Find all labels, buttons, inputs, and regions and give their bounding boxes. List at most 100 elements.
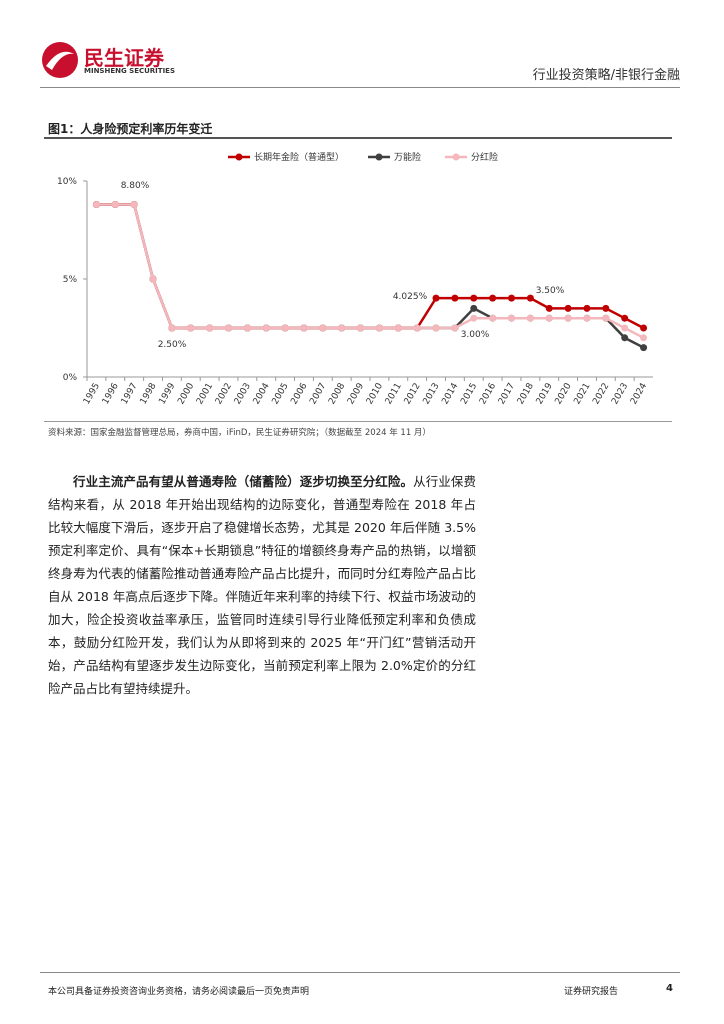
x-tick-label: 2013	[422, 382, 442, 407]
point	[470, 314, 478, 322]
report-type: 证券研究报告	[564, 987, 619, 997]
point	[149, 275, 157, 283]
y-tick-label: 5%	[63, 275, 78, 285]
legend-label: 分红险	[471, 151, 498, 163]
x-tick-label: 2001	[195, 382, 215, 407]
point	[602, 304, 610, 312]
point	[602, 314, 610, 322]
x-tick-label: 2017	[497, 382, 517, 407]
x-tick-label: 2022	[591, 382, 611, 407]
legend-label: 万能险	[394, 151, 421, 163]
x-tick-label: 2019	[535, 381, 555, 406]
point	[375, 324, 383, 332]
point	[338, 324, 346, 332]
x-tick-label: 2016	[478, 381, 498, 406]
page-number: 4	[666, 983, 673, 994]
x-tick-label: 2007	[308, 382, 328, 407]
point	[621, 334, 629, 342]
point	[621, 324, 629, 332]
chart: 0%5%10%199519961997199819992000200120022…	[57, 151, 653, 407]
point	[508, 314, 515, 322]
point	[545, 304, 553, 312]
x-tick-label: 2000	[176, 381, 196, 406]
source: 资料来源：国家金融监督管理总局，券商中国，iFinD，民生证券研究院；（数据截至…	[48, 428, 431, 438]
annotation: 8.80%	[121, 181, 150, 191]
logo	[42, 42, 78, 78]
x-tick-label: 1999	[157, 381, 177, 406]
point	[187, 324, 195, 332]
series-line	[96, 203, 645, 339]
point	[564, 304, 572, 312]
point	[281, 324, 289, 332]
disclaimer: 本公司具备证券投资咨询业务资格，请务必阅读最后一页免责声明	[48, 987, 310, 997]
x-tick-label: 2015	[459, 382, 479, 407]
point	[583, 314, 591, 322]
x-tick-label: 2018	[516, 381, 536, 406]
legend-label: 长期年金险（普通型）	[254, 151, 344, 163]
point	[526, 314, 534, 322]
point	[489, 314, 497, 322]
x-tick-label: 1997	[120, 382, 140, 407]
brand-en: MINSHENG SECURITIES	[84, 67, 175, 75]
point	[92, 201, 100, 209]
x-tick-label: 2009	[346, 381, 366, 406]
point	[470, 304, 478, 312]
y-tick-label: 10%	[57, 177, 77, 187]
point	[583, 304, 591, 312]
point	[262, 324, 270, 332]
series-line	[96, 203, 645, 330]
point	[130, 201, 138, 209]
paragraph: 行业主流产品有望从普通寿险（储蓄险）逐步切换至分红险。从行业保费结构来看，从 2…	[48, 470, 476, 700]
point	[508, 294, 515, 302]
x-tick-label: 1996	[101, 381, 121, 406]
x-tick-label: 2014	[440, 381, 460, 406]
point	[319, 324, 327, 332]
annotation: 3.00%	[461, 330, 490, 340]
x-tick-label: 2023	[610, 382, 630, 407]
footer-rule	[40, 972, 680, 973]
x-tick-label: 2010	[365, 381, 385, 406]
x-tick-label: 2020	[554, 381, 574, 406]
point	[413, 324, 421, 332]
series-line	[96, 203, 645, 349]
point	[621, 314, 629, 322]
point	[168, 324, 176, 332]
x-tick-label: 2002	[214, 382, 234, 407]
x-tick-label: 2021	[572, 382, 592, 407]
point	[526, 294, 534, 302]
section: 行业投资策略/非银行金融	[532, 68, 680, 83]
point	[545, 314, 553, 322]
header-rule	[40, 87, 680, 88]
point	[451, 294, 459, 302]
point	[300, 324, 308, 332]
x-tick-label: 2008	[327, 381, 347, 406]
point	[357, 324, 365, 332]
point	[470, 294, 478, 302]
annotation: 3.50%	[536, 286, 565, 296]
brand: 民生证券	[84, 46, 164, 70]
legend-marker	[452, 153, 460, 161]
figure-title: 图1：人身险预定利率历年变迁	[48, 122, 213, 136]
point	[489, 294, 497, 302]
x-tick-label: 2005	[271, 382, 291, 407]
point	[243, 324, 251, 332]
body-text: 从行业保费结构来看，从 2018 年开始出现结构的边际变化，普通型寿险在 201…	[48, 474, 476, 696]
x-tick-label: 2011	[384, 382, 404, 407]
x-tick-label: 1998	[139, 381, 159, 406]
point	[564, 314, 572, 322]
point	[640, 334, 648, 342]
point	[640, 324, 648, 332]
x-tick-label: 2004	[252, 381, 272, 406]
point	[111, 201, 119, 209]
point	[432, 324, 440, 332]
lead: 行业主流产品有望从普通寿险（储蓄险）逐步切换至分红险。	[73, 474, 414, 489]
point	[225, 324, 232, 332]
point	[432, 294, 440, 302]
point	[451, 324, 459, 332]
annotation: 4.025%	[393, 292, 428, 302]
point	[394, 324, 402, 332]
source-rule	[44, 421, 672, 422]
x-tick-label: 2024	[629, 381, 649, 406]
title-rule	[44, 137, 672, 139]
